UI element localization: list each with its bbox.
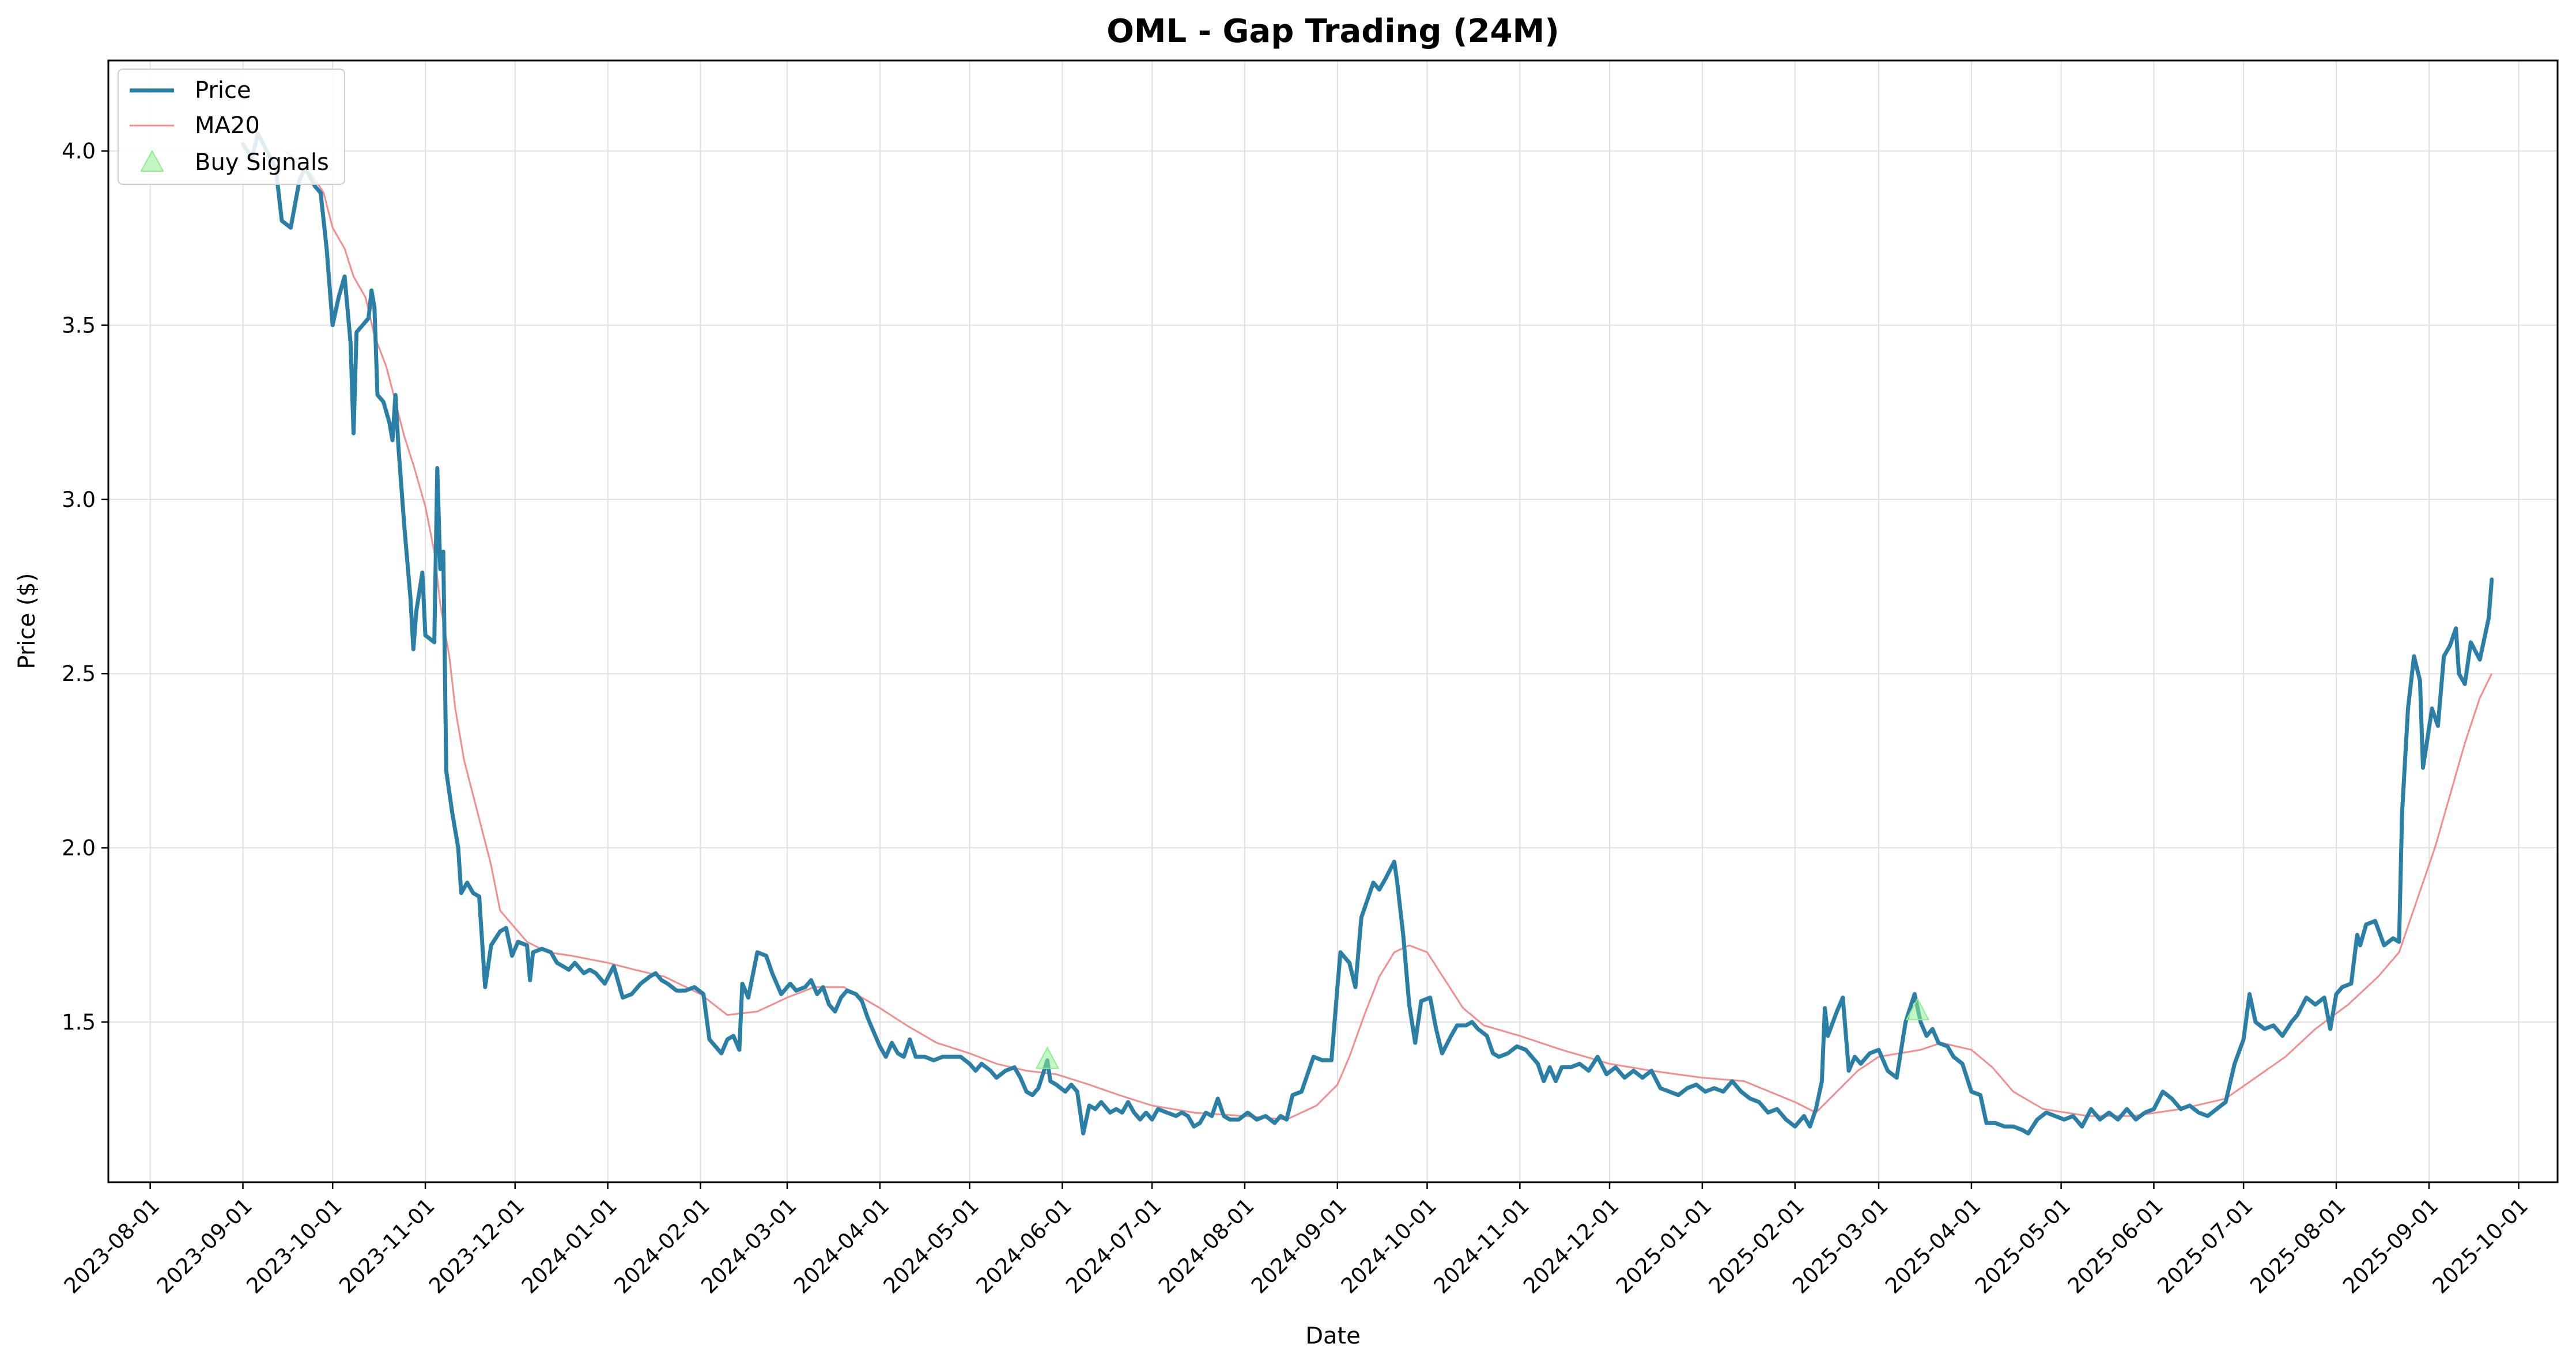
legend: Price MA20 Buy Signals [118,69,345,185]
buy-signal-marker [1035,1046,1060,1069]
x-tick-label: 2024-06-01 [972,1193,1077,1298]
x-tick-label: 2024-07-01 [1061,1193,1166,1298]
x-tick-label: 2025-05-01 [1970,1193,2075,1298]
legend-buy-label: Buy Signals [195,149,329,176]
chart-title: OML - Gap Trading (24M) [1106,13,1559,50]
x-tick-label: 2024-04-01 [789,1193,894,1298]
x-tick-label: 2025-04-01 [1880,1193,1985,1298]
x-tick-label: 2025-09-01 [2338,1193,2443,1298]
x-tick-label: 2025-01-01 [1611,1193,1716,1298]
x-tick-label: 2024-10-01 [1336,1193,1441,1298]
buy-signal-marker [1905,997,1930,1020]
grid [108,60,2558,1182]
x-tick-label: 2025-10-01 [2428,1193,2533,1298]
x-tick-label: 2024-01-01 [517,1193,622,1298]
legend-box [118,69,345,185]
x-tick-label: 2025-08-01 [2245,1193,2350,1298]
series-layer [241,131,2494,1136]
price-series-line [241,131,2494,1136]
y-tick-label: 4.0 [62,139,96,164]
y-tick-label: 2.5 [62,661,96,686]
legend-buy-swatch [140,149,164,172]
x-tick-label: 2024-11-01 [1429,1193,1534,1298]
legend-price-label: Price [195,77,251,104]
y-tick-label: 2.0 [62,836,96,861]
x-tick-label: 2024-12-01 [1519,1193,1623,1298]
y-tick-label: 3.0 [62,487,96,512]
x-tick-label: 2024-09-01 [1247,1193,1351,1298]
y-axis-label: Price ($) [14,573,40,669]
axes: 2023-08-012023-09-012023-10-012023-11-01… [59,139,2533,1299]
y-tick-label: 3.5 [62,313,96,338]
x-tick-label: 2023-09-01 [152,1193,257,1298]
x-tick-label: 2023-11-01 [334,1193,439,1298]
x-tick-label: 2023-08-01 [59,1193,164,1298]
x-axis-label: Date [1305,1323,1361,1349]
x-tick-label: 2025-07-01 [2152,1193,2257,1298]
x-tick-label: 2025-06-01 [2063,1193,2168,1298]
x-tick-label: 2023-12-01 [424,1193,529,1298]
plot-frame [107,59,2559,1183]
y-tick-label: 1.5 [62,1010,96,1035]
x-tick-label: 2023-10-01 [241,1193,346,1298]
x-tick-label: 2024-08-01 [1154,1193,1259,1298]
legend-ma20-label: MA20 [195,112,260,139]
x-tick-label: 2024-05-01 [879,1193,984,1298]
